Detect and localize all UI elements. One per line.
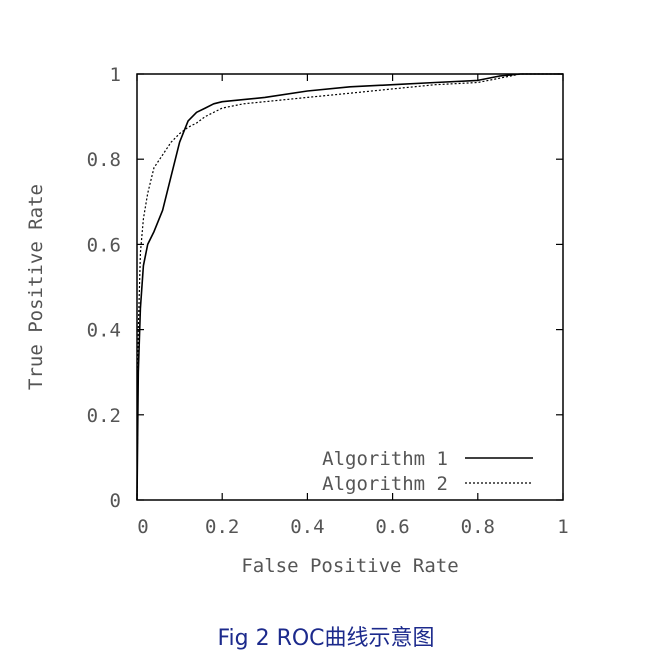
y-tick-label: 0.8 — [87, 149, 121, 171]
series-line-algorithm-1 — [136, 73, 563, 501]
y-tick-label: 1 — [110, 64, 121, 86]
x-tick-labels: 0 0.2 0.4 0.6 0.8 1 — [137, 516, 568, 538]
y-tick-labels: 0 0.2 0.4 0.6 0.8 1 — [87, 64, 121, 512]
x-tick-label: 0.2 — [205, 516, 239, 538]
x-tick-label: 1 — [557, 516, 568, 538]
series-line-algorithm-2 — [136, 73, 563, 501]
x-tick-marks — [136, 74, 564, 500]
plot-frame — [136, 73, 564, 501]
y-tick-marks — [137, 73, 563, 501]
y-tick-label: 0.6 — [87, 234, 121, 256]
legend: Algorithm 1 Algorithm 2 — [322, 448, 533, 495]
x-tick-label: 0 — [137, 516, 148, 538]
y-tick-label: 0.2 — [87, 405, 121, 427]
y-tick-label: 0 — [110, 490, 121, 512]
series-lines — [136, 73, 563, 501]
legend-label-algorithm-2: Algorithm 2 — [322, 473, 448, 495]
x-tick-label: 0.8 — [461, 516, 495, 538]
x-axis-label: False Positive Rate — [241, 555, 458, 577]
x-tick-label: 0.4 — [290, 516, 324, 538]
y-axis-label: True Positive Rate — [25, 184, 47, 390]
y-tick-label: 0.4 — [87, 320, 121, 342]
x-tick-label: 0.6 — [375, 516, 409, 538]
figure-caption: Fig 2 ROC曲线示意图 — [217, 626, 435, 651]
legend-label-algorithm-1: Algorithm 1 — [322, 448, 448, 470]
